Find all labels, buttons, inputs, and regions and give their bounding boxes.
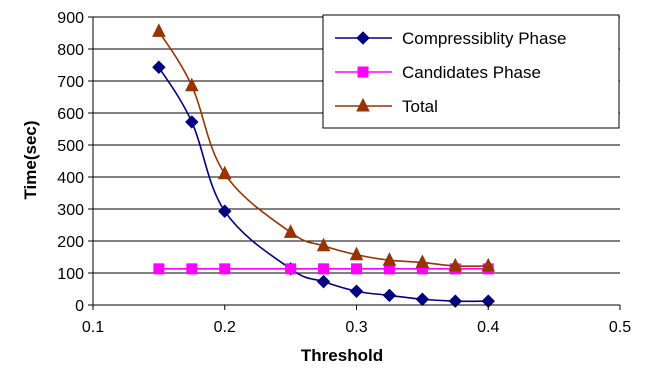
y-tick-label: 300	[57, 202, 84, 219]
data-point-compressiblity-phase	[448, 294, 463, 308]
legend-item-compressiblity-phase: Compressiblity Phase	[335, 29, 566, 48]
data-point-candidates-phase	[318, 263, 330, 275]
y-tick-label: 900	[57, 10, 84, 27]
y-tick-label: 700	[57, 74, 84, 91]
x-tick-label: 0.3	[345, 319, 367, 336]
axes	[88, 16, 621, 310]
data-point-total	[316, 237, 331, 252]
data-point-total	[382, 252, 397, 266]
data-point-candidates-phase	[219, 263, 231, 275]
series-total	[152, 23, 496, 272]
data-point-compressiblity-phase	[218, 204, 232, 218]
tick-labels: 0 100 200 300 400 500 600 700 800 900 0.1 0.2 0.3 0.4…	[57, 10, 631, 336]
x-tick-label: 0.1	[82, 319, 104, 336]
series-line-total	[158, 30, 489, 268]
data-point-total	[283, 224, 298, 238]
y-tick-label: 200	[57, 234, 84, 251]
y-tick-label: 0	[75, 298, 84, 315]
data-point-total	[349, 246, 364, 261]
legend-label: Candidates Phase	[402, 63, 541, 82]
data-point-compressiblity-phase	[349, 284, 364, 298]
legend: Compressiblity Phase Candidates Phase Tota…	[322, 14, 620, 129]
data-point-total	[217, 165, 232, 180]
legend-label: Total	[402, 97, 438, 116]
data-point-compressiblity-phase	[415, 292, 430, 306]
x-tick-label: 0.4	[477, 319, 499, 336]
data-point-compressiblity-phase	[382, 288, 397, 303]
data-point-total	[415, 254, 430, 268]
y-tick-label: 500	[57, 138, 84, 155]
legend-marker-compressiblity-phase	[356, 31, 370, 45]
data-point-total	[152, 23, 166, 37]
data-point-total	[448, 257, 463, 272]
series-layer	[152, 23, 496, 308]
data-point-candidates-phase	[186, 263, 198, 275]
data-point-compressiblity-phase	[185, 115, 199, 129]
y-tick-label: 800	[57, 42, 84, 59]
legend-label: Compressiblity Phase	[402, 29, 566, 48]
y-axis-title: Time(sec)	[21, 120, 40, 199]
y-tick-label: 100	[57, 266, 84, 283]
legend-item-total: Total	[335, 97, 438, 116]
data-point-compressiblity-phase	[316, 274, 331, 289]
data-point-candidates-phase	[351, 263, 362, 275]
data-point-candidates-phase	[153, 263, 165, 275]
data-point-compressiblity-phase	[152, 60, 166, 74]
y-tick-label: 600	[57, 106, 84, 123]
y-tick-label: 400	[57, 170, 84, 187]
series-line-compressiblity-phase	[158, 66, 489, 303]
x-tick-label: 0.5	[609, 319, 631, 336]
x-tick-label: 0.2	[214, 319, 236, 336]
legend-item-candidates-phase: Candidates Phase	[335, 63, 541, 82]
legend-marker-candidates-phase	[357, 66, 369, 78]
data-point-total	[185, 77, 199, 92]
data-point-total	[481, 257, 496, 272]
data-point-candidates-phase	[285, 263, 297, 275]
x-axis-title: Threshold	[301, 346, 383, 365]
legend-marker-total	[356, 97, 370, 112]
